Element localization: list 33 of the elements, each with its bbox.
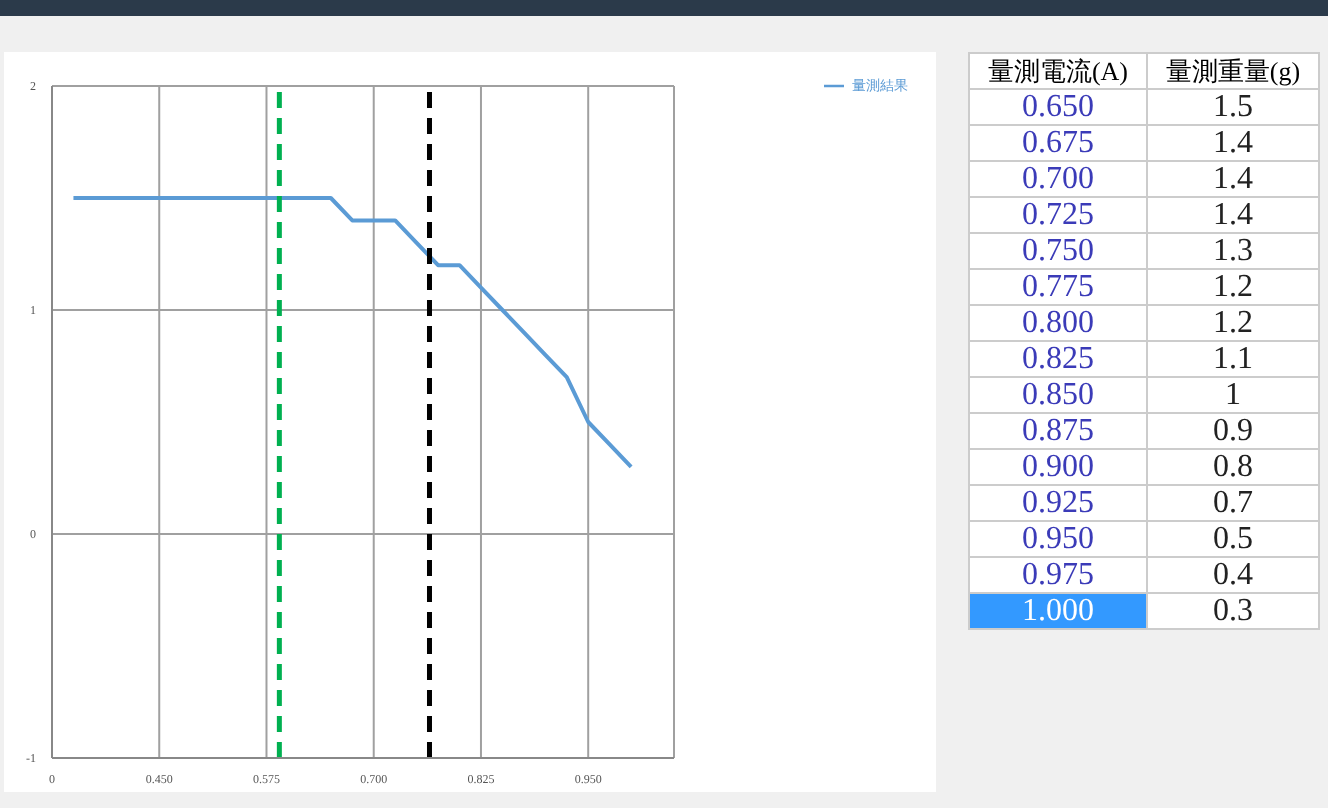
data-label: 1.1 [1147, 341, 1319, 377]
data-label: 0.4 [1147, 557, 1319, 593]
data-label: 0.3 [1147, 593, 1319, 629]
data-label: 0.7 [1147, 485, 1319, 521]
y-tick-label: 0.750 [969, 233, 1147, 269]
data-label: 1.5 [1147, 89, 1319, 125]
data-label: 0.5 [1147, 521, 1319, 557]
y-tick-label: 0.800 [969, 305, 1147, 341]
data-label: 0.9 [1147, 413, 1319, 449]
y-tick-label: 0.775 [969, 269, 1147, 305]
data-label: 1.2 [1147, 269, 1319, 305]
data-label: 1.4 [1147, 161, 1319, 197]
data-label: 1.3 [1147, 233, 1319, 269]
y-tick-label: 0.925 [969, 485, 1147, 521]
y-tick-label: 0.675 [969, 125, 1147, 161]
y-tick-label: 0.725 [969, 197, 1147, 233]
y-tick-label: 0.650 [969, 89, 1147, 125]
y-tick-label: 0.975 [969, 557, 1147, 593]
y-tick-label: 0.825 [969, 341, 1147, 377]
y-tick-label: 1.000 [969, 593, 1147, 629]
y-axis-title: 量測電流(A) [969, 53, 1147, 89]
data-label: 1.2 [1147, 305, 1319, 341]
y-tick-label: 0.875 [969, 413, 1147, 449]
line-series [71, 196, 634, 469]
y-tick-label: 0.950 [969, 521, 1147, 557]
x-tick-label: 量測重量(g) [1147, 53, 1319, 89]
data-label: 1.4 [1147, 197, 1319, 233]
y-tick-label: 0.850 [969, 377, 1147, 413]
y-tick-label: 0.700 [969, 161, 1147, 197]
data-label: 0.8 [1147, 449, 1319, 485]
y-tick-label: 0.900 [969, 449, 1147, 485]
data-label: 1 [1147, 377, 1319, 413]
data-label: 1.4 [1147, 125, 1319, 161]
